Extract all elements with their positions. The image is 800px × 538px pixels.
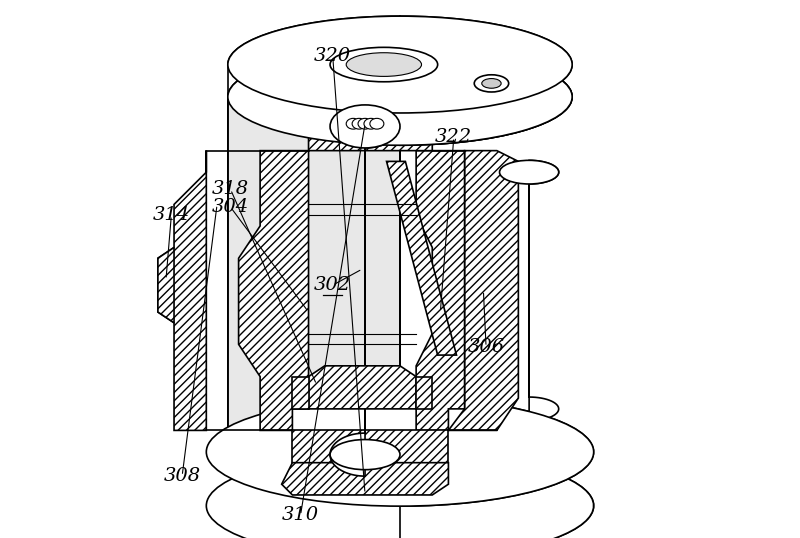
- Ellipse shape: [352, 118, 366, 129]
- Polygon shape: [158, 247, 174, 323]
- Text: 320: 320: [314, 47, 351, 66]
- Ellipse shape: [346, 53, 422, 76]
- Ellipse shape: [228, 48, 572, 145]
- Polygon shape: [400, 48, 572, 488]
- Text: 308: 308: [163, 467, 201, 485]
- Ellipse shape: [330, 440, 400, 470]
- Polygon shape: [309, 118, 432, 151]
- Ellipse shape: [482, 79, 501, 88]
- Polygon shape: [400, 16, 572, 145]
- Text: 314: 314: [153, 206, 190, 224]
- Text: 318: 318: [212, 180, 249, 199]
- Ellipse shape: [364, 118, 378, 129]
- Polygon shape: [238, 151, 309, 430]
- Ellipse shape: [206, 398, 594, 506]
- Ellipse shape: [206, 451, 594, 538]
- Polygon shape: [282, 463, 449, 495]
- Polygon shape: [293, 430, 449, 463]
- Ellipse shape: [228, 16, 572, 113]
- Ellipse shape: [499, 160, 558, 184]
- Ellipse shape: [330, 105, 400, 148]
- Polygon shape: [416, 151, 465, 430]
- Polygon shape: [529, 160, 558, 421]
- Ellipse shape: [346, 118, 360, 129]
- Polygon shape: [449, 151, 518, 430]
- Text: 302: 302: [314, 276, 351, 294]
- Polygon shape: [416, 377, 432, 409]
- Polygon shape: [330, 105, 400, 476]
- Polygon shape: [386, 161, 457, 355]
- Text: 310: 310: [282, 506, 319, 525]
- Polygon shape: [293, 377, 309, 409]
- Text: 306: 306: [467, 338, 505, 356]
- Ellipse shape: [330, 47, 438, 82]
- Polygon shape: [400, 398, 594, 538]
- Ellipse shape: [370, 118, 384, 129]
- Ellipse shape: [358, 118, 372, 129]
- Text: 304: 304: [212, 198, 249, 216]
- Ellipse shape: [474, 75, 509, 92]
- Polygon shape: [228, 48, 400, 473]
- Polygon shape: [158, 151, 206, 430]
- Polygon shape: [309, 366, 416, 409]
- Text: 322: 322: [435, 128, 472, 146]
